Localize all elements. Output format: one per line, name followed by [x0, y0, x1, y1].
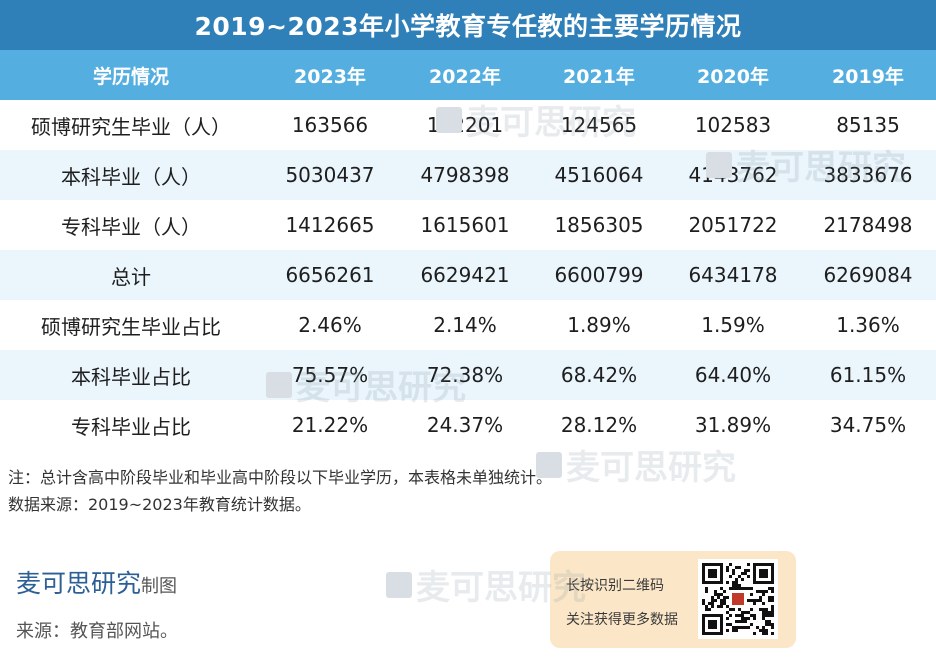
table-cell: 34.75% [800, 400, 936, 450]
column-header: 2023年 [262, 50, 398, 100]
table-cell: 3833676 [800, 150, 936, 200]
qr-promo-card: 长按识别二维码 关注获得更多数据 [550, 551, 796, 648]
table-cell: 1.89% [532, 300, 666, 350]
table-cell: 68.42% [532, 350, 666, 400]
table-row: 本科毕业（人） 5030437 4798398 4516064 4143762 … [0, 150, 936, 200]
row-label: 专科毕业（人） [0, 200, 262, 250]
table-cell: 1.59% [666, 300, 800, 350]
table-cell: 1412665 [262, 200, 398, 250]
row-label: 硕博研究生毕业（人） [0, 100, 262, 150]
table-cell: 6600799 [532, 250, 666, 300]
table-row: 本科毕业占比 75.57% 72.38% 68.42% 64.40% 61.15… [0, 350, 936, 400]
table-cell: 75.57% [262, 350, 398, 400]
row-label: 专科毕业占比 [0, 400, 262, 450]
qr-code-graphic [702, 563, 774, 635]
table-cell: 6629421 [398, 250, 532, 300]
table-header-row: 学历情况 2023年 2022年 2021年 2020年 2019年 [0, 50, 936, 100]
table-cell: 1615601 [398, 200, 532, 250]
source-text: 来源：教育部网站。 [16, 621, 178, 642]
table-cell: 124565 [532, 100, 666, 150]
footnotes: 注：总计含高中阶段毕业和毕业高中阶段以下毕业学历，本表格未单独统计。 数据来源：… [8, 464, 552, 518]
table-cell: 31.89% [666, 400, 800, 450]
column-header: 2019年 [800, 50, 936, 100]
table-row: 总计 6656261 6629421 6600799 6434178 62690… [0, 250, 936, 300]
table-cell: 102583 [666, 100, 800, 150]
brand-name: 麦可思研究 [16, 569, 142, 598]
qr-caption: 长按识别二维码 [566, 578, 664, 594]
table-cell: 64.40% [666, 350, 800, 400]
brand-suffix: 制图 [141, 576, 178, 597]
row-label: 本科毕业占比 [0, 350, 262, 400]
column-header: 2022年 [398, 50, 532, 100]
table-cell: 85135 [800, 100, 936, 150]
table-row: 硕博研究生毕业（人） 163566 142201 124565 102583 8… [0, 100, 936, 150]
table-cell: 6269084 [800, 250, 936, 300]
column-header: 2020年 [666, 50, 800, 100]
row-label: 总计 [0, 250, 262, 300]
table-cell: 163566 [262, 100, 398, 150]
page-title: 2019~2023年小学教育专任教的主要学历情况 [0, 0, 936, 50]
footnote-line: 数据来源：2019~2023年教育统计数据。 [8, 495, 311, 514]
table-cell: 5030437 [262, 150, 398, 200]
table-cell: 4798398 [398, 150, 532, 200]
qr-caption: 关注获得更多数据 [566, 612, 678, 628]
watermark-text: 麦可思研究 [566, 448, 736, 488]
qr-code-icon[interactable] [698, 559, 778, 639]
table-row: 专科毕业占比 21.22% 24.37% 28.12% 31.89% 34.75… [0, 400, 936, 450]
table-cell: 1856305 [532, 200, 666, 250]
table-cell: 1.36% [800, 300, 936, 350]
table-row: 专科毕业（人） 1412665 1615601 1856305 2051722 … [0, 200, 936, 250]
table-row: 硕博研究生毕业占比 2.46% 2.14% 1.89% 1.59% 1.36% [0, 300, 936, 350]
brand-credit: 麦可思研究制图 [16, 564, 177, 600]
table-cell: 142201 [398, 100, 532, 150]
data-table: 学历情况 2023年 2022年 2021年 2020年 2019年 硕博研究生… [0, 50, 936, 450]
row-label: 硕博研究生毕业占比 [0, 300, 262, 350]
footnote-line: 注：总计含高中阶段毕业和毕业高中阶段以下毕业学历，本表格未单独统计。 [8, 468, 553, 487]
row-label: 本科毕业（人） [0, 150, 262, 200]
table-cell: 2.14% [398, 300, 532, 350]
column-header: 学历情况 [0, 50, 262, 100]
column-header: 2021年 [532, 50, 666, 100]
table-cell: 6656261 [262, 250, 398, 300]
table-cell: 4143762 [666, 150, 800, 200]
table-cell: 24.37% [398, 400, 532, 450]
table-cell: 61.15% [800, 350, 936, 400]
table-cell: 2.46% [262, 300, 398, 350]
table-cell: 2178498 [800, 200, 936, 250]
table-cell: 28.12% [532, 400, 666, 450]
watermark-logo-icon [386, 571, 412, 598]
table-cell: 6434178 [666, 250, 800, 300]
table-cell: 4516064 [532, 150, 666, 200]
table-cell: 2051722 [666, 200, 800, 250]
table-cell: 21.22% [262, 400, 398, 450]
table-cell: 72.38% [398, 350, 532, 400]
